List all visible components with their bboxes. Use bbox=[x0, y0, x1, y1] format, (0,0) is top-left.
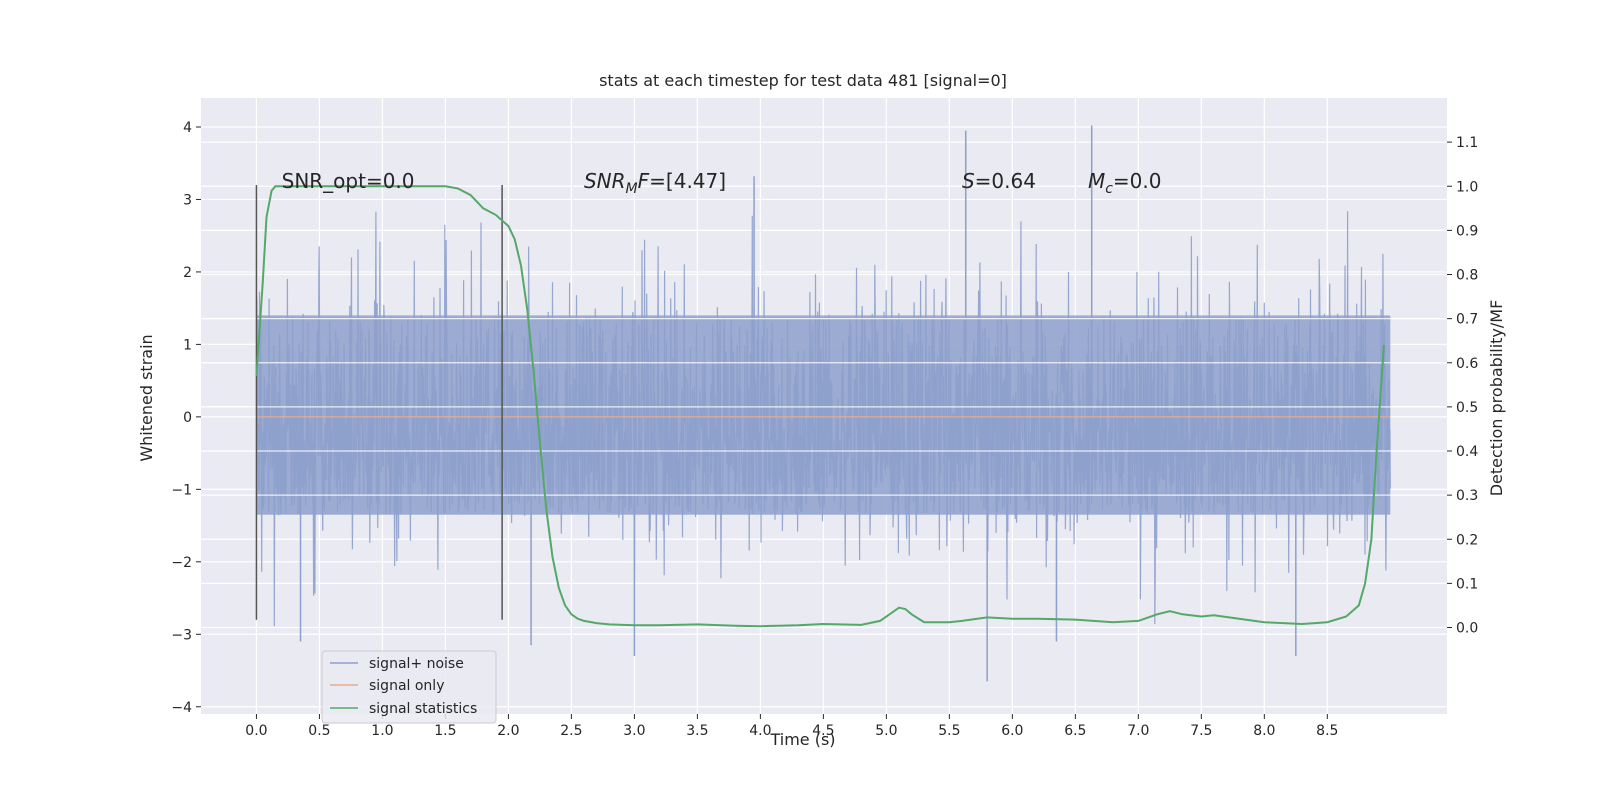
y-left-tick-label-6: −2 bbox=[171, 555, 192, 571]
x-tick-label-0: 0.0 bbox=[245, 723, 267, 739]
y-left-tick-label-3: 1 bbox=[183, 337, 192, 353]
x-tick-label-16: 8.0 bbox=[1253, 723, 1275, 739]
legend-label-signal-noise: signal+ noise bbox=[369, 656, 464, 672]
x-tick-label-4: 2.0 bbox=[497, 723, 519, 739]
y-left-tick-label-2: 2 bbox=[183, 265, 192, 281]
annotation-1-part-2: F bbox=[638, 169, 650, 193]
annotation-1: SNRMF=[4.47] bbox=[584, 169, 726, 197]
x-tick-label-9: 4.5 bbox=[812, 723, 834, 739]
x-tick-label-11: 5.5 bbox=[938, 723, 960, 739]
y-left-tick-label-8: −4 bbox=[171, 700, 192, 716]
x-tick-label-10: 5.0 bbox=[875, 723, 897, 739]
y-right-tick-label-3: 0.8 bbox=[1456, 268, 1478, 284]
y-right-tick-label-5: 0.6 bbox=[1456, 356, 1478, 372]
annotation-0-part-0: SNR_opt=0.0 bbox=[282, 169, 415, 193]
x-tick-label-7: 3.5 bbox=[686, 723, 708, 739]
y-right-tick-label-7: 0.4 bbox=[1456, 444, 1478, 460]
x-tick-label-13: 6.5 bbox=[1064, 723, 1086, 739]
signal-noise-core bbox=[256, 315, 1391, 515]
y-right-tick-label-11: 0.0 bbox=[1456, 621, 1478, 637]
annotations: SNR_opt=0.0 SNRMF=[4.47] S=0.64 Mc=0.0 bbox=[282, 169, 1162, 197]
x-tick-label-6: 3.0 bbox=[623, 723, 645, 739]
annotation-2-part-0: S bbox=[962, 169, 975, 193]
y-left-tick-label-7: −3 bbox=[171, 627, 192, 643]
y-right-tick-label-10: 0.1 bbox=[1456, 576, 1478, 592]
signal-noise-series bbox=[201, 125, 1447, 682]
legend-label-signal-only: signal only bbox=[369, 678, 444, 694]
x-tick-label-3: 1.5 bbox=[434, 723, 456, 739]
left-axis-ticks: 4 3 2 1 0 −1 −2 −3 −4 bbox=[171, 120, 201, 716]
x-tick-label-12: 6.0 bbox=[1001, 723, 1023, 739]
x-tick-label-1: 0.5 bbox=[308, 723, 330, 739]
chart-title: stats at each timestep for test data 481… bbox=[599, 71, 1007, 90]
annotation-3-part-1: c bbox=[1105, 181, 1113, 197]
annotation-0: SNR_opt=0.0 bbox=[282, 169, 415, 193]
y-left-tick-label-4: 0 bbox=[183, 410, 192, 426]
y-right-tick-label-6: 0.5 bbox=[1456, 400, 1478, 416]
vertical-markers bbox=[255, 184, 503, 620]
annotation-1-part-1: M bbox=[626, 181, 638, 197]
y-right-tick-label-8: 0.3 bbox=[1456, 488, 1478, 504]
annotation-1-part-3: =[4.47] bbox=[649, 169, 726, 193]
signal-statistics-line bbox=[255, 185, 1385, 628]
x-tick-label-17: 8.5 bbox=[1316, 723, 1338, 739]
signal-statistics-series bbox=[255, 185, 1385, 628]
annotation-3-part-2: =0.0 bbox=[1113, 169, 1162, 193]
y-right-tick-label-1: 1.0 bbox=[1456, 179, 1478, 195]
y-right-tick-label-9: 0.2 bbox=[1456, 532, 1478, 548]
annotation-2-part-1: =0.64 bbox=[975, 169, 1036, 193]
x-tick-label-2: 1.0 bbox=[371, 723, 393, 739]
y-right-tick-label-4: 0.7 bbox=[1456, 312, 1478, 328]
legend: signal+ noise signal only signal statist… bbox=[321, 650, 497, 724]
y-left-tick-label-1: 3 bbox=[183, 192, 192, 208]
y-axis-label-left: Whitened strain bbox=[137, 334, 156, 461]
x-tick-label-5: 2.5 bbox=[560, 723, 582, 739]
x-tick-label-14: 7.0 bbox=[1127, 723, 1149, 739]
x-tick-label-15: 7.5 bbox=[1190, 723, 1212, 739]
x-axis-label: Time (s) bbox=[769, 730, 835, 749]
annotation-3: Mc=0.0 bbox=[1088, 169, 1162, 197]
annotation-1-part-0: SNR bbox=[584, 169, 626, 193]
y-right-tick-label-0: 1.1 bbox=[1456, 135, 1478, 151]
y-left-tick-label-0: 4 bbox=[183, 120, 192, 136]
x-axis-ticks: 0.0 0.5 1.0 1.5 2.0 2.5 3.0 3.5 4.0 4.5 5.0 5.5 6.0 6… bbox=[245, 714, 1338, 739]
legend-label-signal-statistics: signal statistics bbox=[369, 701, 477, 717]
right-axis-ticks: 1.1 1.0 0.9 0.8 0.7 0.6 0.5 0.4 0.3 0.2 0.1 0.0 bbox=[1447, 135, 1478, 637]
annotation-3-part-0: M bbox=[1088, 169, 1105, 193]
x-tick-label-8: 4.0 bbox=[749, 723, 771, 739]
y-left-tick-label-5: −1 bbox=[171, 482, 192, 498]
y-axis-label-right: Detection probability/MF bbox=[1487, 300, 1506, 497]
annotation-2: S=0.64 bbox=[962, 169, 1036, 193]
legend-box bbox=[321, 650, 497, 724]
y-right-tick-label-2: 0.9 bbox=[1456, 223, 1478, 239]
